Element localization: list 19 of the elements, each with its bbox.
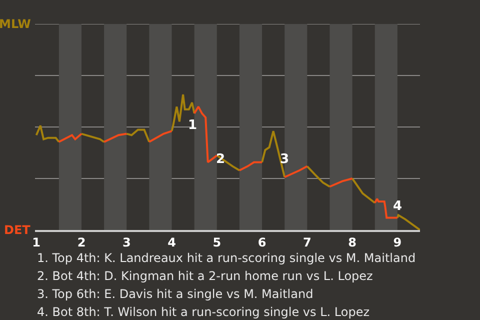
x-tick-label: 2 <box>77 235 86 250</box>
text: 3. Top 6th: E. Davis hit a single vs M. Maitland <box>37 287 314 301</box>
x-tick-label: 6 <box>258 235 266 250</box>
text: DET <box>4 223 32 237</box>
x-tick-label: 3 <box>122 235 131 250</box>
text: 2. Bot 4th: D. Kingman hit a 2-run home run vs L. Lopez <box>37 269 373 283</box>
annotation: 4 <box>393 199 402 214</box>
text: 1. Top 4th: K. Landreaux hit a run-scoring single vs M. Maitland <box>37 251 416 265</box>
text: 4. Bot 8th: T. Wilson hit a run-scoring single vs L. Lopez <box>37 305 370 319</box>
x-tick-label: 9 <box>393 235 402 250</box>
annotation: 1 <box>188 118 198 133</box>
x-tick-label: 1 <box>32 235 41 250</box>
x-tick-label: 8 <box>348 235 356 250</box>
x-tick-label: 5 <box>212 235 222 250</box>
text: MLW <box>0 17 31 31</box>
annotation: 2 <box>216 152 226 167</box>
annotation: 3 <box>280 152 290 167</box>
x-tick-label: 4 <box>168 235 176 250</box>
x-tick-label: 7 <box>302 235 312 250</box>
